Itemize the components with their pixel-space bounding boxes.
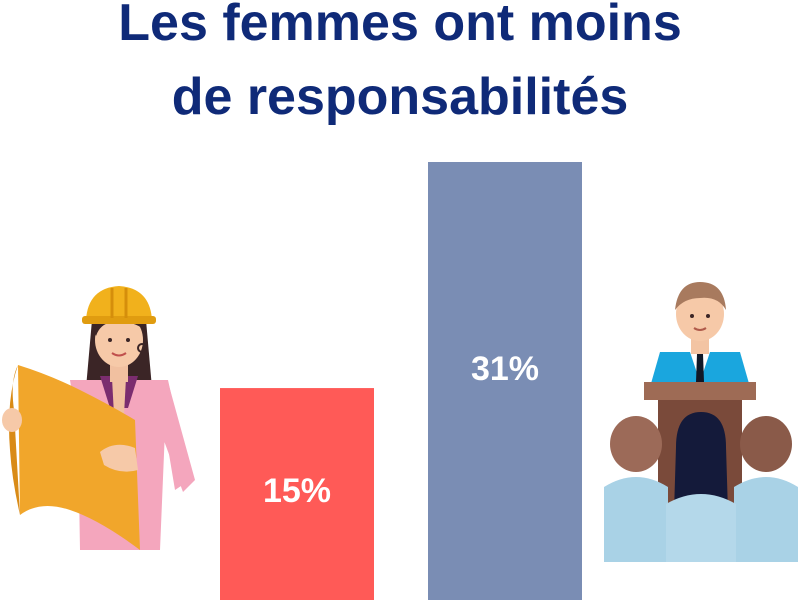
title-line-1: Les femmes ont moins <box>118 0 682 52</box>
bar-label-1: 31% <box>471 350 539 388</box>
title-line-2: de responsabilités <box>171 68 629 126</box>
bar-1 <box>428 162 582 600</box>
podium-speaker-icon <box>604 282 798 562</box>
woman-engineer-icon <box>2 286 195 550</box>
bar-label-0: 15% <box>263 472 331 510</box>
bars-group: 15% 31% <box>220 162 582 600</box>
bar-0 <box>220 388 374 600</box>
chart-title: Les femmes ont moins de responsabilités <box>0 0 800 134</box>
